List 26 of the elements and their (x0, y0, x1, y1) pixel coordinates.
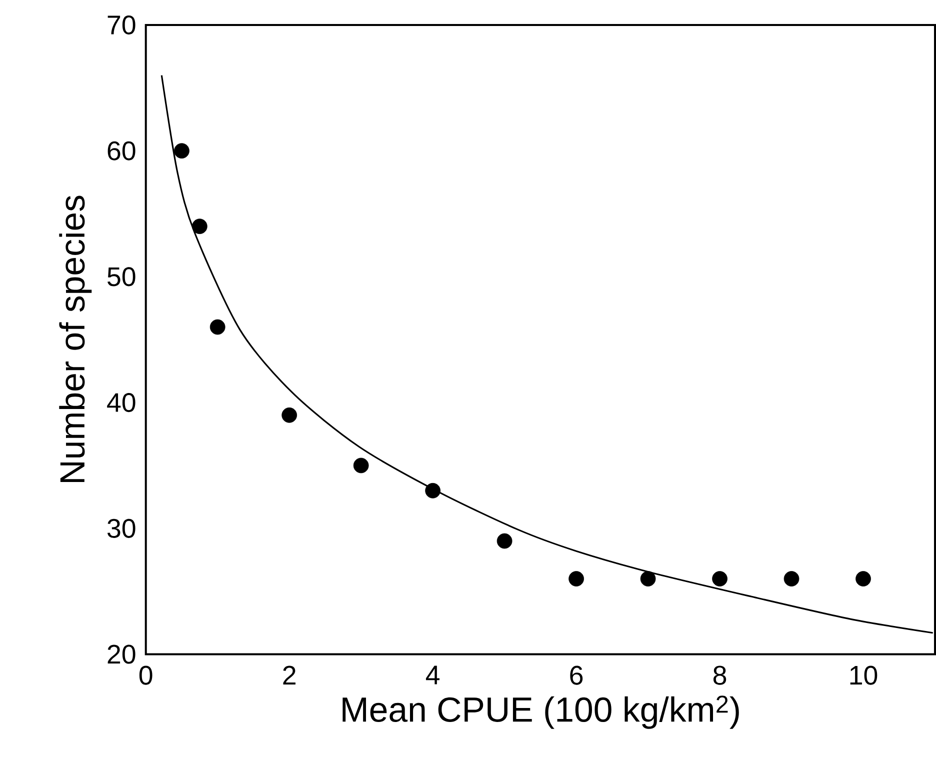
y-tick-label: 60 (108, 141, 136, 160)
point (496, 533, 512, 549)
x-tick-label: 6 (570, 666, 583, 685)
point (712, 571, 728, 586)
point (856, 571, 871, 586)
y-tick-label: 50 (108, 267, 136, 286)
point (568, 571, 584, 586)
point (640, 571, 656, 586)
y-axis-title: Number of species (59, 196, 92, 482)
point (784, 571, 800, 586)
x-tick-label: 4 (426, 666, 440, 684)
x-tick-label: 0 (139, 666, 152, 685)
point (425, 482, 441, 498)
point (174, 143, 190, 158)
point (210, 319, 226, 335)
y-tick-label: 30 (107, 518, 136, 538)
x-tick-label: 8 (713, 666, 726, 685)
point (282, 407, 298, 423)
x-axis-title: Mean CPUE (100 kg/km$^{2}$) (342, 696, 739, 729)
x-tick-label: 2 (283, 666, 296, 684)
point (353, 458, 369, 474)
y-tick-label: 40 (107, 392, 136, 412)
x-tick-label: 10 (850, 666, 878, 685)
y-tick-label: 70 (108, 15, 136, 34)
y-tick-label: 20 (108, 644, 136, 664)
point (192, 218, 208, 234)
